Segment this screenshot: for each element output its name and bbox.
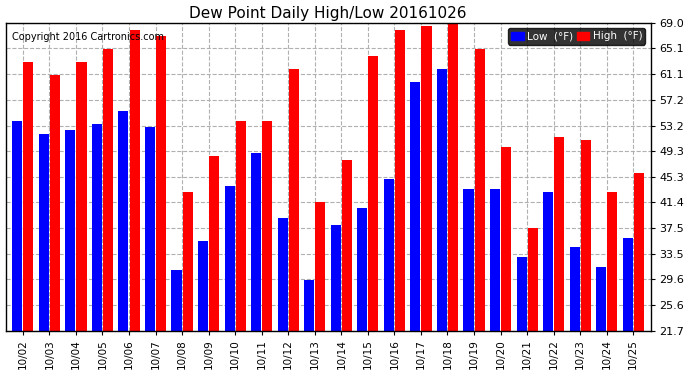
Bar	[130, 30, 139, 330]
Title: Dew Point Daily High/Low 20161026: Dew Point Daily High/Low 20161026	[189, 6, 467, 21]
Bar	[528, 228, 538, 330]
Bar	[411, 82, 420, 330]
Bar	[39, 134, 49, 330]
Bar	[357, 209, 367, 330]
Bar	[490, 189, 500, 330]
Bar	[262, 121, 273, 330]
Bar	[422, 26, 431, 330]
Bar	[395, 30, 405, 330]
Bar	[554, 137, 564, 330]
Bar	[315, 202, 326, 330]
Text: Copyright 2016 Cartronics.com: Copyright 2016 Cartronics.com	[12, 32, 164, 42]
Bar	[183, 192, 193, 330]
Bar	[342, 160, 352, 330]
Bar	[198, 241, 208, 330]
Legend: Low  (°F), High  (°F): Low (°F), High (°F)	[508, 28, 645, 45]
Bar	[437, 69, 447, 330]
Bar	[77, 62, 86, 330]
Bar	[289, 69, 299, 330]
Bar	[224, 186, 235, 330]
Bar	[569, 248, 580, 330]
Bar	[103, 49, 113, 330]
Bar	[517, 257, 526, 330]
Bar	[251, 153, 261, 330]
Bar	[156, 36, 166, 330]
Bar	[12, 121, 22, 330]
Bar	[145, 127, 155, 330]
Bar	[23, 62, 33, 330]
Bar	[92, 124, 102, 330]
Bar	[171, 270, 181, 330]
Bar	[581, 140, 591, 330]
Bar	[622, 238, 633, 330]
Bar	[119, 111, 128, 330]
Bar	[66, 130, 75, 330]
Bar	[464, 189, 473, 330]
Bar	[368, 56, 379, 330]
Bar	[384, 179, 394, 330]
Bar	[304, 280, 314, 330]
Bar	[607, 192, 618, 330]
Bar	[475, 49, 484, 330]
Bar	[331, 225, 341, 330]
Bar	[501, 147, 511, 330]
Bar	[50, 75, 60, 330]
Bar	[543, 192, 553, 330]
Bar	[448, 23, 458, 330]
Bar	[277, 218, 288, 330]
Bar	[596, 267, 607, 330]
Bar	[209, 156, 219, 330]
Bar	[634, 172, 644, 330]
Bar	[236, 121, 246, 330]
